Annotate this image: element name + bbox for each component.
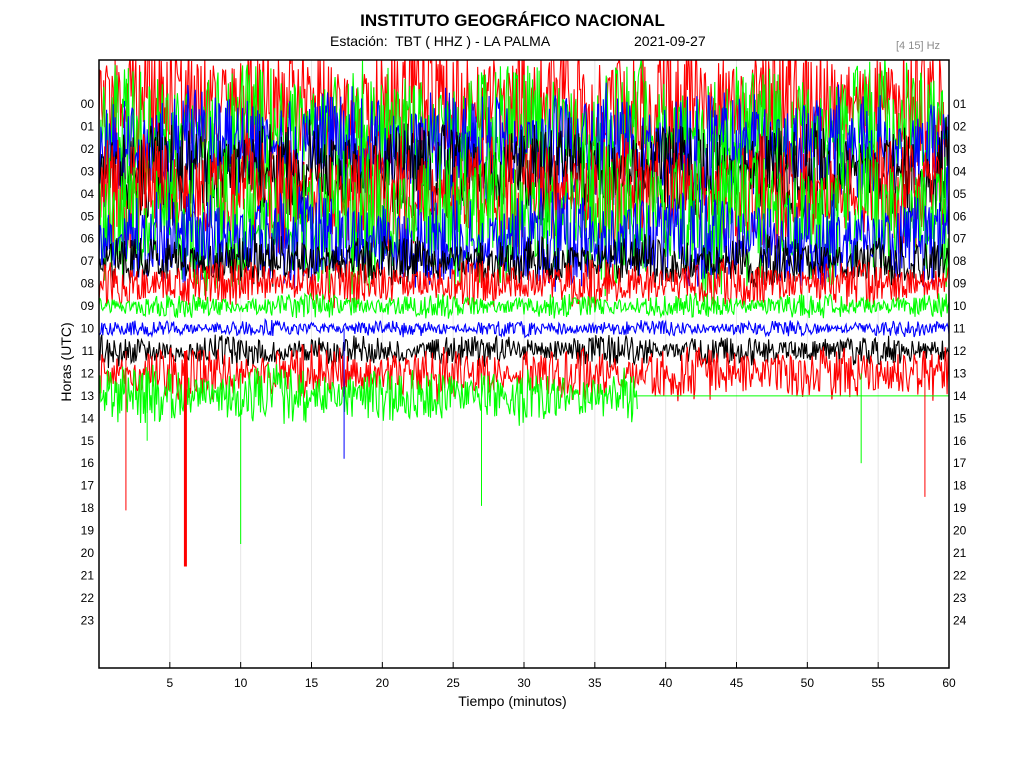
y-tick-label-right: 23 [953,591,967,605]
y-tick-label-right: 11 [953,322,966,336]
y-tick-label-right: 21 [953,546,967,560]
y-tick-label-left: 08 [81,277,95,291]
hour-trace [99,186,949,292]
hour-trace [99,363,638,426]
y-tick-label-left: 00 [81,97,95,111]
station-label: Estación: TBT ( HHZ ) - LA PALMA [330,33,551,49]
y-tick-label-right: 15 [953,411,967,425]
x-tick-label: 45 [730,676,744,690]
y-tick-label-right: 18 [953,479,967,493]
x-tick-label: 15 [305,676,319,690]
y-tick-label-right: 04 [953,164,967,178]
y-tick-label-right: 06 [953,209,967,223]
y-tick-label-left: 16 [81,456,95,470]
hour-trace [99,343,949,402]
y-tick-label-left: 02 [81,142,95,156]
y-tick-label-left: 21 [81,568,95,582]
x-axis-label: Tiempo (minutos) [458,693,567,709]
y-tick-label-right: 03 [953,142,967,156]
y-tick-label-left: 18 [81,501,95,515]
hour-trace [99,60,949,199]
x-tick-label: 40 [659,676,673,690]
y-tick-label-left: 17 [81,479,95,493]
seismic-traces [99,60,949,567]
y-tick-label-right: 20 [953,524,967,538]
y-tick-label-right: 01 [953,97,967,111]
hour-trace [99,258,949,309]
x-tick-label: 50 [801,676,815,690]
y-tick-label-left: 01 [81,119,95,133]
y-axis-label: Horas (UTC) [58,322,74,402]
y-tick-label-right: 10 [953,299,967,313]
y-tick-label-left: 07 [81,254,95,268]
y-tick-label-right: 16 [953,434,967,448]
y-tick-label-right: 22 [953,568,967,582]
x-tick-label: 35 [588,676,602,690]
y-tick-label-right: 07 [953,232,967,246]
y-tick-label-left: 11 [82,344,95,358]
x-tick-label: 30 [517,676,531,690]
y-tick-label-left: 05 [81,209,95,223]
hour-trace [99,292,949,319]
y-tick-label-left: 12 [81,366,95,380]
x-tick-label: 25 [446,676,460,690]
y-tick-label-right: 05 [953,187,967,201]
y-tick-label-left: 23 [81,613,95,627]
y-tick-label-right: 09 [953,277,967,291]
y-tick-label-right: 02 [953,119,967,133]
x-tick-label: 20 [376,676,390,690]
y-tick-label-left: 19 [81,524,95,538]
y-tick-label-right: 12 [953,344,967,358]
y-tick-label-left: 15 [81,434,95,448]
y-tick-label-left: 22 [81,591,95,605]
y-tick-label-left: 04 [81,187,95,201]
y-tick-label-left: 14 [81,411,95,425]
y-tick-label-right: 14 [953,389,967,403]
x-tick-label: 60 [942,676,956,690]
filter-band-label: [4 15] Hz [896,40,941,52]
y-tick-label-left: 20 [81,546,95,560]
y-tick-label-right: 13 [953,366,967,380]
hour-trace [99,334,949,369]
y-tick-label-left: 09 [81,299,95,313]
x-tick-label: 55 [871,676,885,690]
x-tick-label: 10 [234,676,248,690]
y-tick-label-right: 19 [953,501,967,515]
y-tick-label-right: 08 [953,254,967,268]
hour-trace [99,318,949,339]
y-tick-label-left: 10 [81,322,95,336]
y-tick-label-left: 13 [81,389,95,403]
y-tick-label-right: 24 [953,613,967,627]
x-tick-label: 5 [166,676,173,690]
hour-trace [99,233,949,288]
axis-ticks: 5 10 15 20 25 30 35 40 45 50 55 60 00 01 02 03 04 05 06 07 0… [81,97,967,690]
y-tick-label-right: 17 [953,456,967,470]
chart-title: INSTITUTO GEOGRÁFICO NACIONAL [360,11,665,30]
y-tick-label-left: 03 [81,164,95,178]
y-tick-label-left: 06 [81,232,95,246]
date-label: 2021-09-27 [634,33,706,49]
